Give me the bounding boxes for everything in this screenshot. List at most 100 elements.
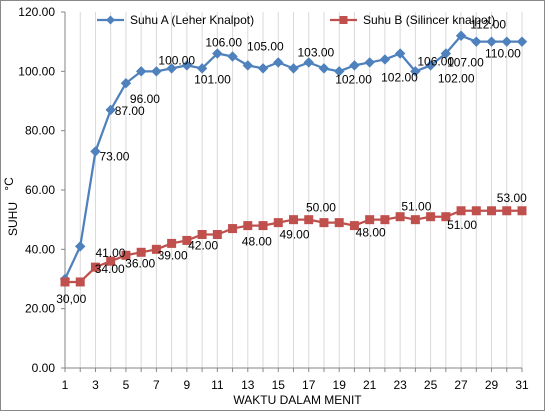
data-label: 112.00 (470, 18, 506, 32)
x-tick-label: 23 (393, 378, 407, 392)
data-point-square (197, 230, 207, 239)
data-point-diamond (364, 57, 375, 68)
data-point-diamond (394, 48, 406, 59)
data-point-square (167, 238, 177, 248)
x-tick-label: 21 (363, 378, 377, 392)
data-label: 103.00 (298, 45, 335, 59)
x-tick-label: 17 (302, 378, 316, 392)
data-point-diamond (120, 77, 132, 89)
y-tick-label: 80.00 (25, 124, 55, 138)
data-point-square (75, 277, 85, 287)
data-label: 106.00 (417, 55, 454, 69)
data-point-diamond (440, 48, 452, 59)
data-point-square (502, 206, 512, 216)
x-tick-label: 1 (62, 378, 69, 392)
y-tick-label: 40.00 (25, 242, 55, 256)
legend-marker-diamond (106, 15, 115, 25)
x-tick-label: 29 (485, 378, 499, 392)
data-point-square (410, 215, 420, 225)
x-tick-label: 13 (241, 378, 255, 392)
data-point-square (395, 212, 405, 222)
data-point-diamond (486, 36, 497, 47)
data-point-diamond (410, 66, 421, 77)
data-point-diamond (318, 63, 330, 74)
data-label: 51.00 (447, 218, 477, 232)
data-point-diamond (455, 30, 467, 41)
data-point-square (228, 224, 238, 234)
x-tick-label: 31 (515, 378, 529, 392)
data-point-square (441, 212, 451, 222)
data-point-diamond (135, 66, 147, 77)
data-label: 48.00 (356, 226, 386, 240)
data-point-diamond (303, 57, 314, 68)
y-tick-label: 60.00 (25, 183, 55, 197)
data-point-square (121, 250, 131, 260)
data-point-square (273, 218, 283, 228)
data-point-square (349, 221, 359, 231)
y-tick-label: 20.00 (25, 302, 55, 316)
data-point-diamond (425, 60, 436, 71)
x-tick-label: 25 (424, 378, 438, 392)
data-label: 42.00 (188, 239, 218, 253)
data-point-square (517, 206, 527, 216)
x-tick-label: 27 (454, 378, 468, 392)
data-point-square (456, 206, 466, 216)
data-label: 102.00 (438, 71, 475, 85)
data-point-square (212, 230, 222, 239)
data-label: 73.00 (99, 149, 129, 163)
data-point-square (380, 215, 390, 225)
data-label: 34.00 (95, 262, 125, 276)
data-point-square (471, 206, 481, 216)
y-axis-title: SUHU (6, 202, 20, 236)
data-point-diamond (90, 146, 101, 157)
y-tick-label: 100.00 (18, 64, 55, 78)
data-label: 100.00 (158, 53, 195, 67)
data-point-diamond (333, 66, 345, 77)
data-point-square (426, 212, 436, 222)
data-label: 36.00 (125, 256, 155, 270)
data-label: 30,00 (56, 292, 86, 306)
data-point-square (319, 218, 329, 228)
data-label: 105.00 (247, 40, 284, 54)
data-point-diamond (166, 63, 177, 74)
data-label: 48.00 (242, 235, 272, 249)
data-point-diamond (75, 241, 86, 252)
data-label: 51.00 (401, 200, 431, 214)
data-label: 87.00 (115, 104, 145, 118)
data-point-square (151, 244, 161, 254)
legend-label-1: Suhu A (Leher Knalpot) (130, 13, 254, 27)
y-tick-label: 120.00 (18, 5, 55, 19)
x-tick-label: 15 (272, 378, 286, 392)
data-label: 41.00 (95, 246, 125, 260)
data-point-square (182, 235, 192, 245)
data-label: 106.00 (205, 36, 242, 50)
data-label: 39.00 (158, 248, 188, 262)
data-point-diamond (379, 54, 391, 65)
data-point-square (136, 247, 146, 257)
data-point-square (258, 221, 268, 231)
x-tick-label: 11 (211, 378, 224, 392)
data-point-diamond (273, 57, 284, 68)
data-point-diamond (257, 63, 269, 74)
x-tick-label: 19 (333, 378, 347, 392)
data-point-diamond (349, 60, 360, 71)
data-point-diamond (151, 66, 162, 77)
data-point-square (334, 218, 344, 228)
data-point-square (289, 215, 298, 225)
legend-label-2: Suhu B (Silincer knalpot) (363, 13, 495, 27)
data-label: 110.00 (485, 47, 521, 61)
data-point-square (106, 256, 116, 266)
data-point-square (243, 221, 253, 231)
data-point-square (487, 206, 497, 216)
y-tick-label: 0.00 (32, 361, 56, 375)
data-label: 49.00 (280, 228, 310, 242)
data-label: 50.00 (306, 201, 336, 215)
data-point-diamond (471, 36, 482, 47)
data-point-diamond (242, 60, 254, 71)
x-tick-label: 5 (123, 378, 130, 392)
x-tick-label: 3 (92, 378, 99, 392)
data-point-diamond (212, 48, 223, 59)
